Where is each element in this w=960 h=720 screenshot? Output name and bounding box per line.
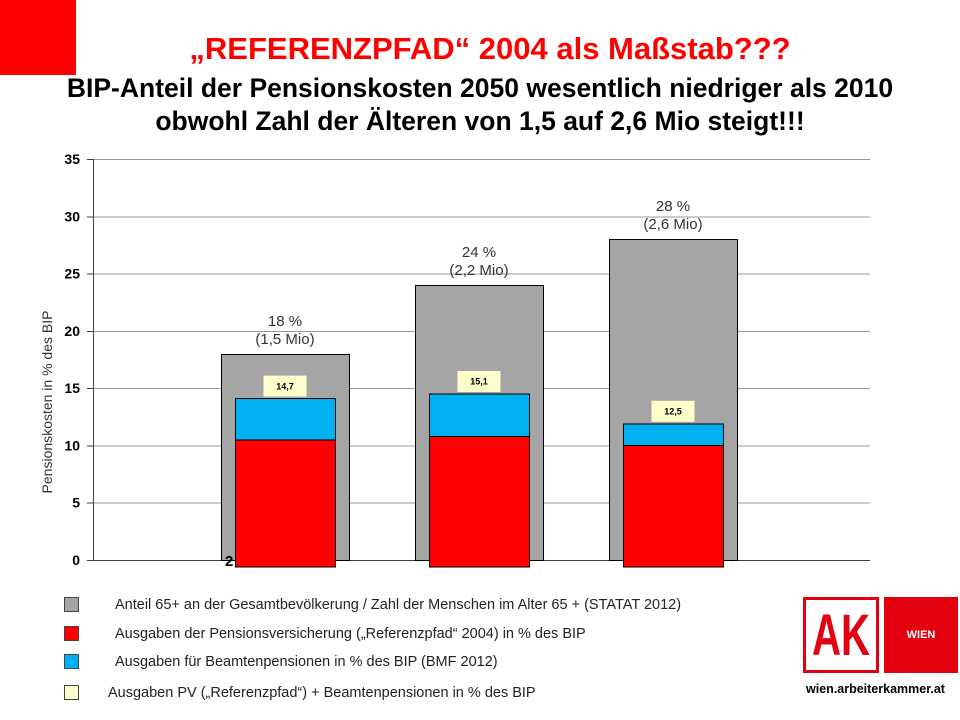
y-tick-label: 5 (72, 495, 80, 511)
y-tick-label: 30 (64, 208, 80, 224)
slide-subtitle: BIP-Anteil der Pensionskosten 2050 wesen… (0, 72, 960, 138)
ak-logo: AK (803, 597, 879, 673)
y-axis-label: Pensionskosten in % des BIP (39, 311, 55, 494)
legend-swatch-red (64, 626, 79, 641)
data-label-box (457, 370, 501, 392)
legend-item-beamtenpensionen: Ausgaben für Beamtenpensionen in % des B… (0, 654, 720, 670)
data-label: 14,7 (276, 381, 294, 391)
bar-pensionsversicherung (429, 435, 530, 568)
series-pension-stack (235, 393, 724, 568)
corner-accent-square (0, 0, 76, 75)
bar-annotation-share: 24 % (462, 244, 496, 261)
y-tick-label: 10 (64, 437, 80, 453)
bar-beamtenpensionen (623, 423, 724, 447)
legend-label: Ausgaben PV („Referenzpfad“) + Beamtenpe… (108, 685, 536, 701)
legend-label: Ausgaben für Beamtenpensionen in % des B… (115, 654, 498, 670)
bar-pensionsversicherung (623, 445, 724, 568)
data-label: 12,5 (664, 406, 682, 416)
y-tick-label: 15 (64, 380, 80, 396)
legend-swatch-gray (64, 597, 79, 612)
slide-title: „REFERENZPFAD“ 2004 als Maßstab??? (189, 31, 791, 66)
bar-annotation-share: 28 % (656, 198, 690, 215)
bar-beamtenpensionen (235, 398, 336, 441)
y-tick-label: 25 (64, 266, 80, 282)
data-label: 15,1 (470, 377, 488, 387)
legend-label: Ausgaben der Pensionsversicherung („Refe… (115, 626, 586, 642)
wien-logo-box: WIEN (884, 597, 958, 673)
y-tick-label: 20 (64, 323, 80, 339)
subtitle-line: obwohl Zahl der Älteren von 1,5 auf 2,6 … (155, 106, 805, 136)
y-tick-label: 0 (72, 552, 80, 568)
bar-annotation-persons: (1,5 Mio) (255, 331, 314, 348)
bar-annotations: 18 %(1,5 Mio) 24 %(2,2 Mio) 28 %(2,6 Mio) (255, 198, 702, 348)
pension-cost-bar-chart: 0 5 10 15 20 25 30 35 Pensionskosten in % des BI… (39, 151, 870, 570)
ak-logo-letters: AK (812, 603, 870, 668)
bar-annotation-share: 18 % (268, 313, 302, 330)
legend-label: Anteil 65+ an der Gesamtbevölkerung / Za… (115, 597, 682, 613)
x-tick-label-fragment: 2 (225, 553, 233, 570)
bar-pensionsversicherung (235, 439, 336, 568)
legend-swatch-yellow (64, 685, 79, 700)
bar-annotation-persons: (2,2 Mio) (449, 262, 508, 279)
bar-annotation-persons: (2,6 Mio) (643, 216, 702, 233)
wien-logo-text: WIEN (906, 629, 936, 641)
legend-item-pensionsversicherung: Ausgaben der Pensionsversicherung („Refe… (0, 626, 720, 642)
bar-beamtenpensionen (429, 393, 530, 437)
data-label-box (263, 375, 307, 397)
ak-logo-mark: AK (812, 603, 870, 668)
legend-swatch-blue (64, 654, 79, 669)
legend-item-pv-plus-beamte: Ausgaben PV („Referenzpfad“) + Beamtenpe… (0, 685, 720, 701)
website-url: wien.arbeiterkammer.at (806, 682, 945, 696)
data-labels-pv-plus-beamte: 14,7 15,1 12,5 (263, 370, 695, 422)
subtitle-line: BIP-Anteil der Pensionskosten 2050 wesen… (66, 73, 894, 103)
y-tick-label: 35 (64, 151, 80, 167)
legend-item-anteil-65plus: Anteil 65+ an der Gesamtbevölkerung / Za… (0, 597, 720, 613)
data-label-box (651, 400, 695, 422)
